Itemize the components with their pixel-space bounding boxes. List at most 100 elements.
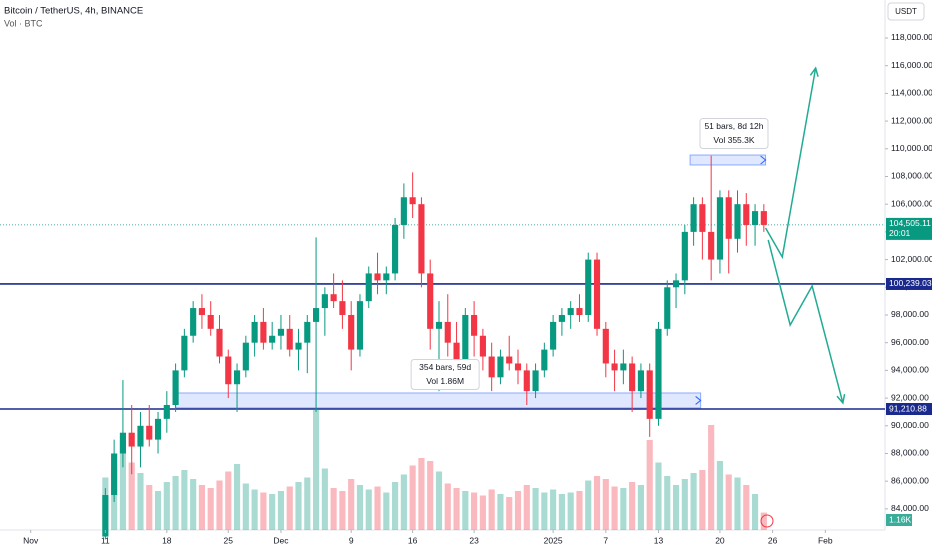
candle-body — [620, 363, 627, 371]
candle-body — [312, 308, 320, 322]
candle-body — [321, 294, 328, 309]
projection-line — [764, 67, 817, 260]
candle-body — [646, 370, 653, 419]
volume-bar — [708, 425, 715, 530]
volume-bar — [497, 494, 504, 530]
volume-bar — [427, 461, 434, 530]
projection-arrowhead — [809, 66, 819, 77]
candle-body — [479, 335, 486, 357]
volume-bar — [690, 473, 697, 530]
y-tick-label: 102,000.00 — [891, 254, 932, 264]
volume-bar — [523, 485, 530, 530]
y-tick-label: 88,000.00 — [891, 448, 929, 458]
volume-bar — [286, 486, 293, 530]
candle-body — [550, 321, 557, 350]
x-tick-label: 18 — [162, 535, 172, 545]
x-tick-label: Nov — [23, 535, 39, 545]
volume-label: 1.16K — [889, 514, 912, 524]
candle-body — [751, 211, 759, 225]
volume-bar — [576, 491, 583, 530]
candle-body — [418, 204, 425, 274]
level-label: 100,239.03 — [889, 278, 932, 288]
volume-bar — [348, 479, 355, 530]
volume-bar — [242, 483, 249, 530]
candle-body — [444, 321, 451, 343]
volume-bar — [119, 440, 126, 530]
projection-line — [767, 239, 844, 404]
candle-body — [567, 308, 574, 315]
chart-title: Bitcoin / TetherUS, 4h, BINANCE — [4, 6, 143, 17]
candle-body — [356, 301, 364, 350]
range-label-box — [410, 359, 480, 391]
candle-body — [190, 308, 197, 336]
volume-bar — [418, 458, 425, 530]
chart-subtitle: Vol · BTC — [4, 18, 43, 28]
candle-body — [593, 259, 601, 329]
volume-bar — [137, 473, 144, 530]
candle-body — [462, 314, 469, 364]
volume-bar — [260, 492, 267, 530]
currency[interactable]: USDT — [895, 7, 917, 16]
candle-body — [743, 204, 750, 225]
y-tick-label: 96,000.00 — [891, 337, 929, 347]
volume-bar — [146, 485, 153, 530]
candle-body — [602, 328, 609, 364]
candle-body — [400, 197, 407, 225]
candles-layer — [102, 155, 767, 540]
candle-body — [374, 273, 381, 281]
candle-body — [435, 321, 443, 329]
volume-bar — [611, 486, 618, 530]
volume-bar — [672, 485, 680, 530]
volume-bar — [558, 494, 565, 530]
volume-bar — [532, 488, 539, 530]
candle-body — [734, 204, 741, 239]
range-label: 354 bars, 59d — [419, 362, 471, 372]
volume-bar — [514, 491, 522, 530]
candle-body — [523, 370, 530, 392]
candle-body — [690, 204, 697, 232]
range-label: 51 bars, 8d 12h — [704, 121, 763, 131]
range-arrow — [695, 396, 702, 405]
price-label: 104,505.11 — [889, 218, 931, 228]
candle-body — [427, 273, 434, 329]
currency-box[interactable] — [887, 2, 925, 21]
y-tick-label: 94,000.00 — [891, 365, 929, 375]
candle-body — [576, 308, 583, 315]
candle-body — [655, 328, 662, 419]
volume-bar — [620, 488, 627, 530]
volume-bar — [585, 480, 592, 530]
candle-body — [137, 425, 144, 447]
volume-bar — [593, 476, 601, 530]
volume-bar — [506, 497, 513, 530]
projection-arrowhead — [836, 393, 846, 405]
volume-bar — [725, 474, 732, 530]
candle-body — [251, 321, 258, 343]
range-arrow — [760, 155, 767, 165]
candle-body — [295, 342, 302, 350]
range-label: Vol 1.86M — [426, 376, 464, 386]
candle-body — [111, 453, 118, 496]
x-tick-label: Feb — [818, 535, 833, 545]
alert-icon[interactable] — [760, 514, 774, 528]
volume-bar — [181, 470, 188, 530]
candle-body — [146, 425, 153, 440]
drawings-layer — [0, 154, 885, 410]
volume-bar — [602, 479, 609, 530]
volume-bar — [751, 494, 759, 530]
candle-body — [260, 321, 267, 343]
candle-body — [708, 231, 715, 260]
volume-bar — [128, 462, 135, 530]
x-tick-label: 23 — [469, 535, 479, 545]
range-label: Vol 355.3K — [713, 135, 754, 145]
y-tick-label: 118,000.00 — [891, 32, 932, 42]
volume-bar — [163, 482, 170, 530]
price-tag — [886, 217, 932, 240]
volume-bar — [567, 492, 574, 530]
candle-body — [506, 356, 513, 364]
volume-bar — [435, 471, 443, 530]
level-tag — [886, 403, 932, 416]
level-tag — [886, 277, 932, 290]
candle-body — [365, 273, 372, 302]
volume-bar — [365, 489, 372, 530]
